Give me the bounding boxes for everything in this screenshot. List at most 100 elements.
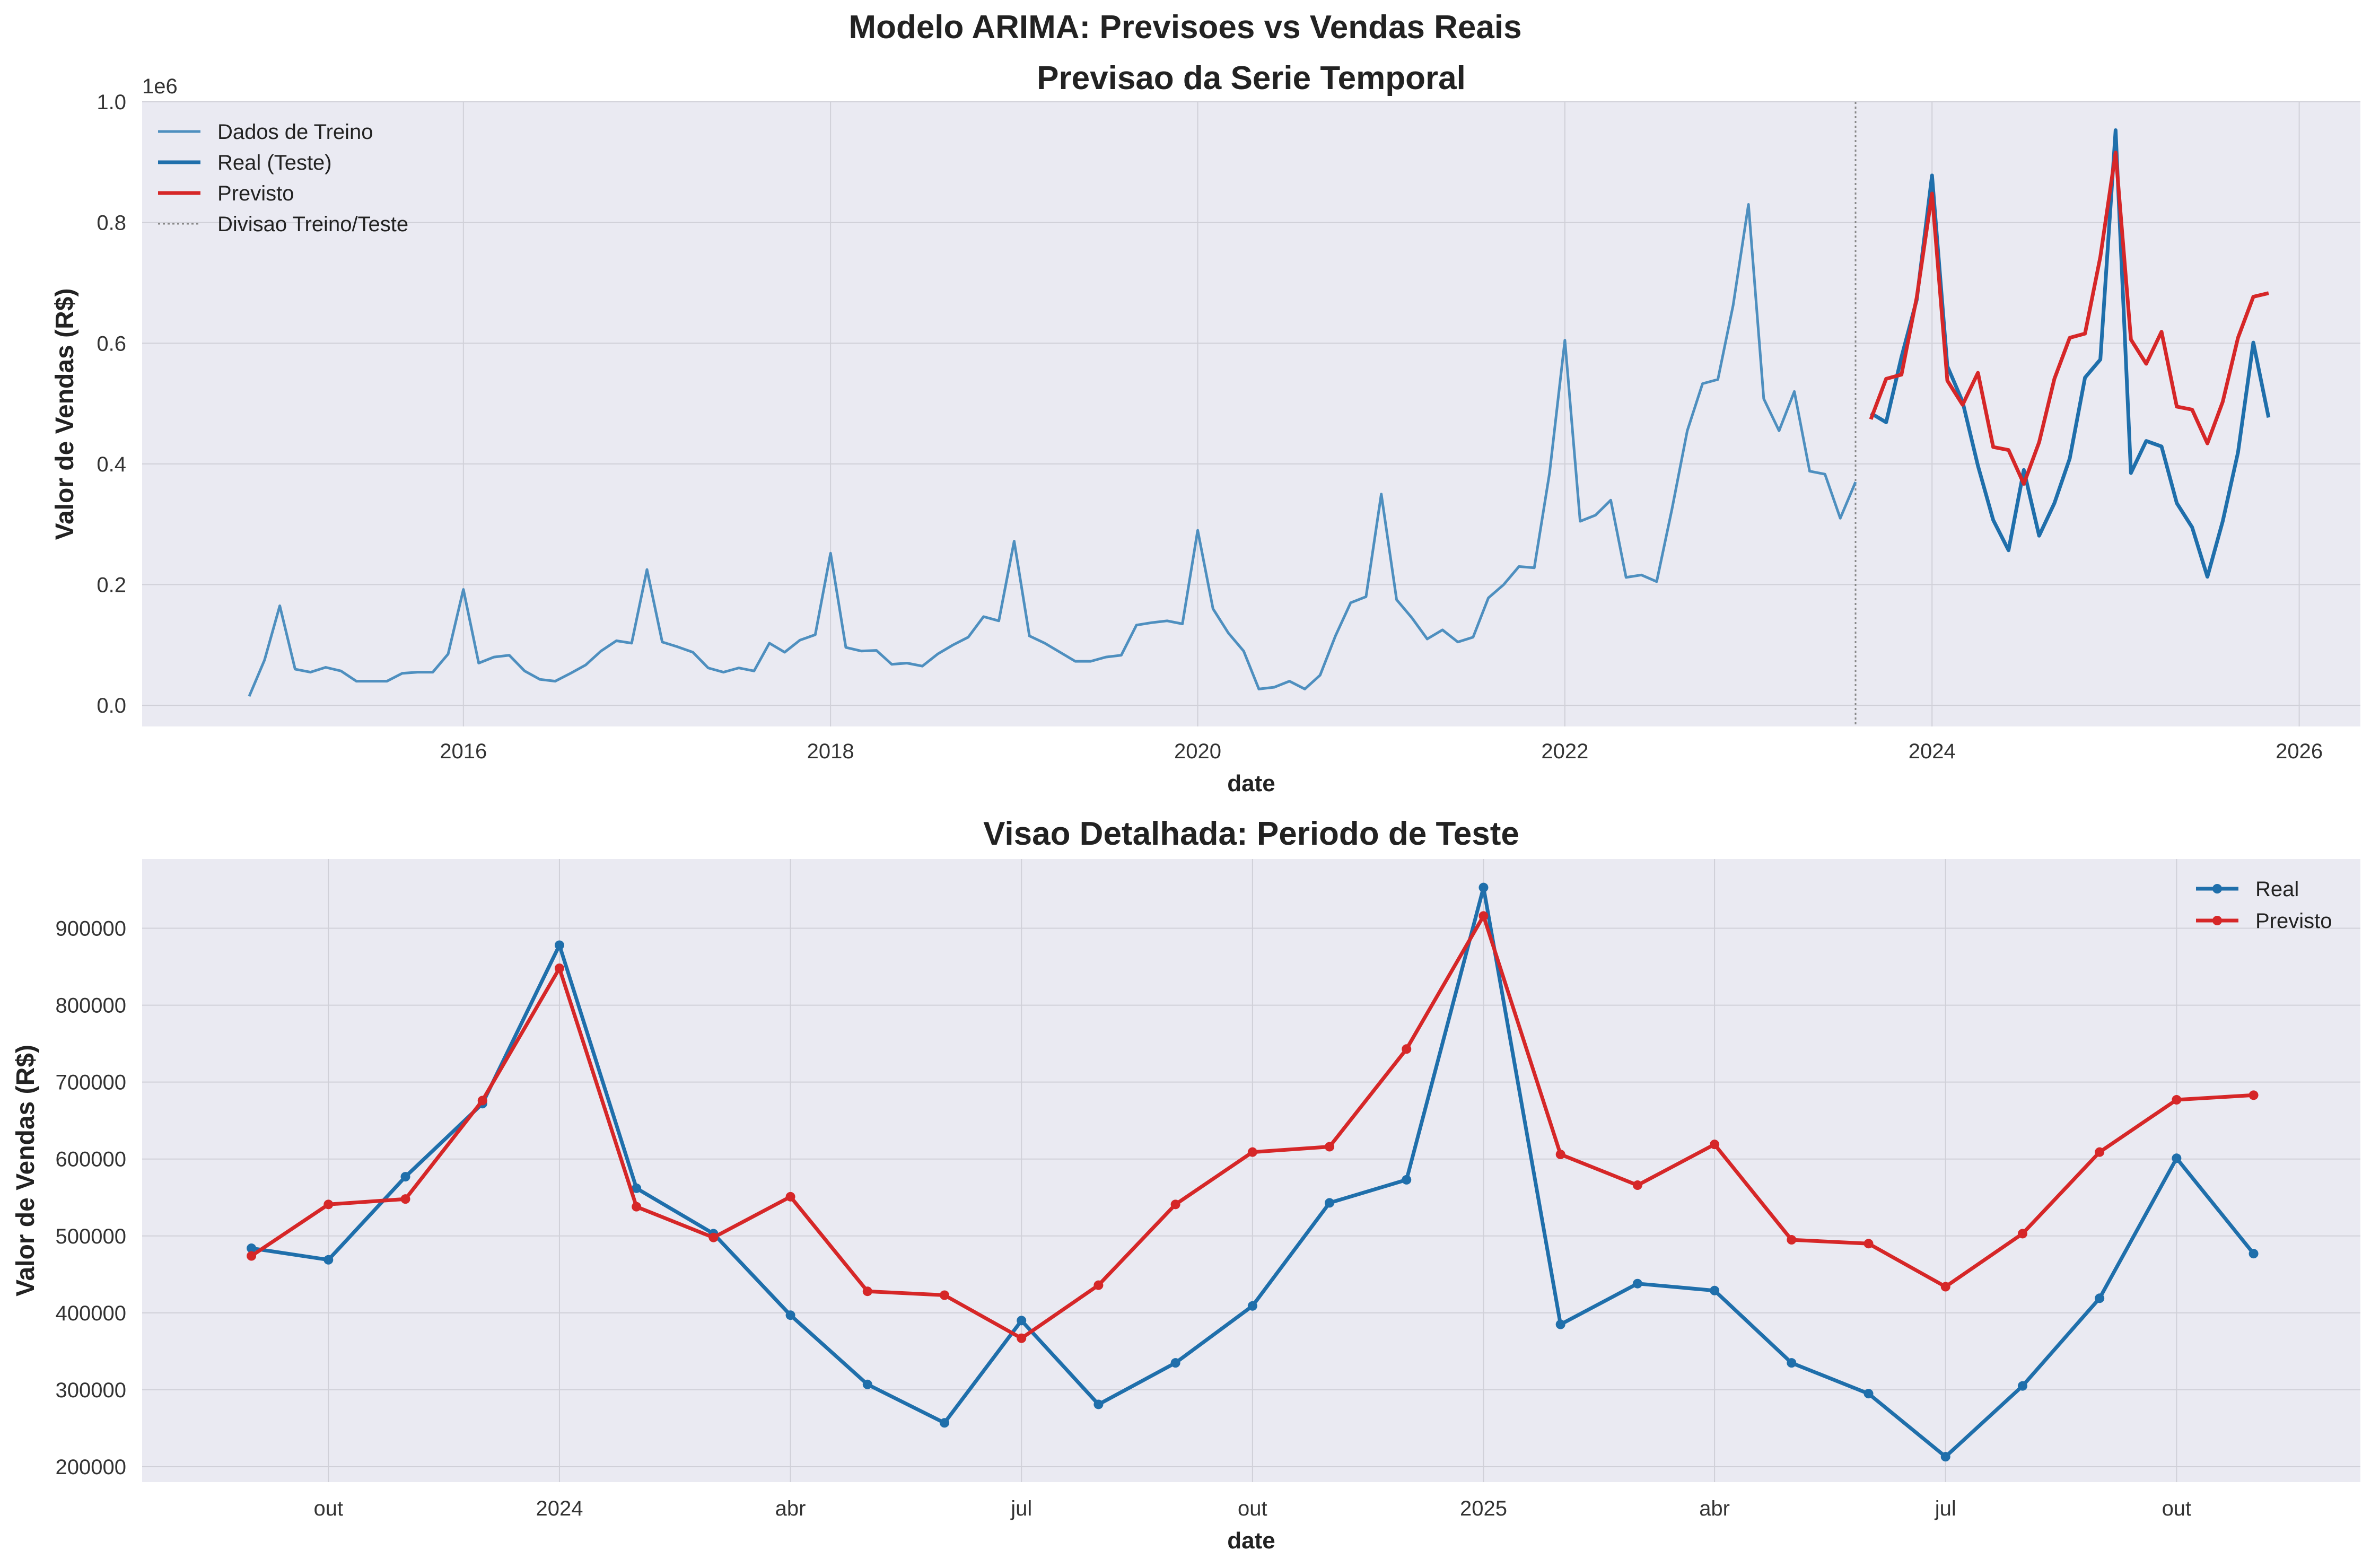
data-point [2017,1381,2027,1391]
data-point [400,1172,410,1182]
plot-area [142,102,2360,726]
plot-area [142,859,2360,1482]
x-axis-label: date [1227,770,1275,796]
data-point [554,963,564,973]
data-point [1940,1282,1950,1292]
legend-label: Dados de Treino [217,120,373,144]
data-point [1787,1358,1797,1368]
data-point [1555,1319,1565,1329]
data-point [2172,1095,2182,1105]
y-tick-label: 0.4 [97,453,126,476]
y-tick-label: 0.6 [97,332,126,355]
legend-label: Divisao Treino/Teste [217,213,408,236]
x-tick-label: 2026 [2276,740,2323,763]
legend-marker [2212,884,2222,894]
data-point [2172,1153,2182,1163]
data-point [2095,1293,2105,1303]
y-tick-label: 0.8 [97,212,126,235]
data-point [785,1310,795,1320]
data-point [1093,1399,1104,1409]
x-tick-label: 2016 [440,740,487,763]
x-tick-label: jul [1935,1497,1956,1520]
data-point [1017,1333,1027,1343]
data-point [632,1183,642,1193]
x-tick-label: 2024 [1909,740,1956,763]
data-point [1710,1285,1720,1295]
series-line-train [248,203,1857,697]
legend-marker [2212,916,2222,925]
data-point [632,1202,642,1212]
data-point [1710,1140,1720,1150]
x-tick-label: abr [1699,1497,1730,1520]
data-point [247,1243,257,1254]
x-tick-label: 2020 [1174,740,1221,763]
data-point [1632,1278,1642,1289]
data-point [1478,882,1489,892]
data-point [785,1192,795,1202]
x-tick-label: abr [775,1497,806,1520]
data-point [1093,1280,1104,1290]
data-point [323,1255,334,1265]
x-tick-label: 2022 [1541,740,1588,763]
data-point [1402,1175,1412,1185]
data-point [2017,1229,2027,1239]
data-point [1632,1180,1642,1190]
legend-label: Previsto [2255,909,2332,933]
chart-test-detail: 200000 300000 400000 500000 600000 700000 8000… [12,816,2360,1554]
y-tick-label: 500000 [56,1225,126,1248]
data-point [2095,1147,2105,1157]
x-tick-label: out [314,1497,344,1520]
x-tick-label: out [2162,1497,2192,1520]
x-axis-label: date [1227,1528,1275,1554]
data-point [708,1232,719,1242]
x-tick-label: out [1238,1497,1267,1520]
y-axis-label: Valor de Vendas (R$) [12,1045,40,1297]
data-point [1325,1198,1335,1208]
data-point [1863,1239,1874,1249]
figure-suptitle: Modelo ARIMA: Previsoes vs Vendas Reais [848,9,1521,46]
data-point [2248,1249,2259,1259]
series-line-forecast [1869,151,2269,486]
data-point [554,940,564,950]
y-axis-label: Valor de Vendas (R$) [51,288,79,540]
data-point [247,1251,257,1261]
x-tick-label: 2025 [1460,1497,1507,1520]
data-point [1555,1150,1565,1160]
x-tick-label: 2018 [807,740,854,763]
y-tick-label: 0.0 [97,694,126,717]
legend-label: Real (Teste) [217,151,332,174]
y-tick-label: 600000 [56,1148,126,1171]
data-point [940,1290,949,1300]
data-point [1863,1389,1874,1399]
y-tick-label: 400000 [56,1302,126,1325]
y-tick-label: 0.2 [97,574,126,597]
data-point [477,1096,487,1106]
data-point [1787,1235,1797,1245]
data-point [940,1418,949,1428]
chart-title: Previsao da Serie Temporal [1037,60,1466,97]
x-tick-label: 2024 [536,1497,583,1520]
data-point [323,1199,334,1210]
y-offset-label: 1e6 [142,75,178,98]
y-tick-label: 1.0 [97,91,126,114]
chart-forecast-overview: 0.0 0.2 0.4 0.6 0.8 1.0 2016 2018 2020 2022 2024 20… [51,60,2360,796]
data-point [1940,1452,1950,1462]
legend-label: Previsto [217,182,294,205]
x-tick-label: jul [1010,1497,1032,1520]
data-point [1247,1301,1257,1311]
y-tick-label: 800000 [56,994,126,1018]
chart-title: Visao Detalhada: Periodo de Teste [983,816,1519,852]
y-tick-label: 900000 [56,917,126,941]
data-point [1017,1316,1027,1326]
data-point [862,1286,872,1297]
y-tick-label: 700000 [56,1071,126,1094]
y-tick-label: 300000 [56,1379,126,1402]
data-point [1170,1199,1180,1210]
data-point [1247,1147,1257,1157]
data-point [1478,911,1489,921]
data-point [1402,1044,1412,1054]
data-point [400,1194,410,1204]
data-point [2248,1090,2259,1100]
